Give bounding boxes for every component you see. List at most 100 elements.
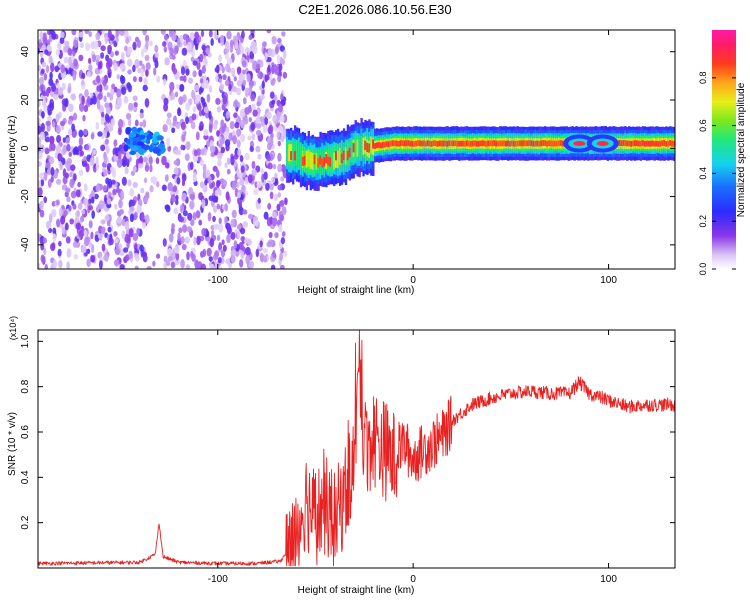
y-tick-label: 20 <box>20 94 31 106</box>
spectral-noise-cell <box>58 87 64 96</box>
spectral-noise-cell <box>87 198 92 204</box>
spectral-noise-cell <box>143 177 148 184</box>
spectral-noise-cell <box>75 222 82 231</box>
snr-y-label: SNR (10 * v/v) <box>7 412 18 476</box>
spectral-noise-cell <box>166 260 171 267</box>
spectral-noise-cell <box>64 172 69 179</box>
spectral-noise-cell <box>278 124 284 133</box>
spectral-noise-cell <box>257 197 261 204</box>
spectral-signal-cell <box>446 141 449 147</box>
spectral-noise-cell <box>221 239 225 246</box>
spectral-noise-cell <box>114 203 118 210</box>
spectral-noise-cell <box>181 47 188 56</box>
spectral-noise-cell <box>86 258 91 268</box>
spectral-noise-cell <box>57 248 62 257</box>
spectral-noise-cell <box>121 176 127 186</box>
spectral-signal-cell <box>495 140 498 147</box>
spectral-blob-cell <box>138 134 146 140</box>
spectral-noise-cell <box>164 57 170 66</box>
spectral-signal-cell <box>356 139 359 157</box>
spectral-noise-cell <box>192 211 197 221</box>
spectral-signal-cell <box>647 140 650 147</box>
spectral-noise-cell <box>127 46 133 55</box>
spectral-noise-cell <box>133 213 137 221</box>
spectral-signal-cell <box>542 140 545 146</box>
spectral-signal-cell <box>532 140 535 147</box>
spectral-noise-cell <box>103 95 107 103</box>
spectral-signal-cell <box>454 140 457 147</box>
spectral-noise-cell <box>66 143 71 152</box>
spectral-noise-cell <box>208 256 213 262</box>
spectral-signal-cell <box>624 140 627 146</box>
spectral-signal-cell <box>540 140 543 147</box>
spectral-signal-cell <box>649 140 652 147</box>
spectral-noise-cell <box>236 129 241 138</box>
spectral-signal-cell <box>442 140 445 147</box>
colorbar-axis: 0.0 0.2 0.4 0.6 0.8 <box>698 72 736 275</box>
spectral-signal-cell <box>518 140 522 147</box>
spectral-signal-cell <box>383 141 387 148</box>
spectral-noise-cell <box>149 185 154 193</box>
spectral-noise-cell <box>189 200 195 210</box>
spectral-noise-cell <box>174 258 180 266</box>
spectral-noise-cell <box>128 228 134 238</box>
spectral-noise-cell <box>139 244 144 252</box>
spectral-noise-cell <box>250 103 256 111</box>
spectral-signal-cell <box>309 151 312 169</box>
spectral-noise-cell <box>63 46 69 53</box>
colorbar-tick-label: 0.6 <box>698 119 708 132</box>
spectral-signal-cell <box>415 140 418 147</box>
spectral-noise-cell <box>191 113 197 121</box>
spectral-blob-cell <box>157 143 166 150</box>
spectral-noise-cell <box>66 261 71 269</box>
spectral-noise-cell <box>175 251 180 261</box>
spectral-signal-cell <box>377 142 381 148</box>
spectral-noise-cell <box>233 153 239 160</box>
spectral-noise-cell <box>90 231 94 240</box>
spectral-noise-cell <box>132 41 137 51</box>
spectral-signal-cell <box>288 144 291 162</box>
spectral-noise-cell <box>181 224 188 233</box>
spectral-noise-cell <box>217 159 222 167</box>
spectral-noise-cell <box>249 145 254 153</box>
spectral-noise-cell <box>48 227 53 234</box>
spectral-signal-cell <box>368 143 371 153</box>
spectral-noise-cell <box>85 144 90 151</box>
spectral-noise-cell <box>163 34 168 41</box>
spectral-noise-cell <box>149 164 153 173</box>
spectral-noise-cell <box>259 253 265 263</box>
spectral-noise-cell <box>179 204 184 214</box>
spectral-noise-cell <box>116 73 121 80</box>
spectral-noise-cell <box>200 263 207 269</box>
spectral-signal-cell <box>297 145 301 170</box>
spectral-noise-cell <box>153 67 157 76</box>
spectral-signal-cell <box>528 140 531 147</box>
spectral-signal-cell <box>653 140 656 147</box>
spectral-blob-cell <box>132 141 138 146</box>
spectral-noise-cell <box>190 161 194 171</box>
spectral-noise-cell <box>73 58 78 67</box>
spectral-noise-cell <box>251 169 257 176</box>
spectral-noise-cell <box>177 232 181 242</box>
spectral-noise-cell <box>38 187 43 197</box>
spectral-noise-cell <box>201 227 207 237</box>
spectral-noise-cell <box>216 180 221 187</box>
spectral-noise-cell <box>44 136 51 143</box>
y-tick-label: 0.4 <box>20 470 31 484</box>
colorbar-tick-label: 0.2 <box>698 215 708 228</box>
spectral-noise-cell <box>52 227 57 235</box>
spectral-signal-cell <box>360 136 363 161</box>
spectral-noise-cell <box>95 32 101 41</box>
spectral-noise-cell <box>171 223 176 229</box>
spectral-noise-cell <box>82 114 86 122</box>
spectral-noise-cell <box>279 214 285 222</box>
spectral-noise-cell <box>268 124 274 134</box>
spectral-noise-cell <box>277 192 281 198</box>
spectral-noise-cell <box>230 218 236 228</box>
spectral-noise-cell <box>163 103 169 112</box>
spectral-noise-cell <box>69 171 73 178</box>
spectral-signal-cell <box>657 141 660 147</box>
spectral-signal-cell <box>393 140 396 147</box>
spectral-signal-cell <box>317 158 320 168</box>
spectral-noise-cell <box>231 209 237 219</box>
